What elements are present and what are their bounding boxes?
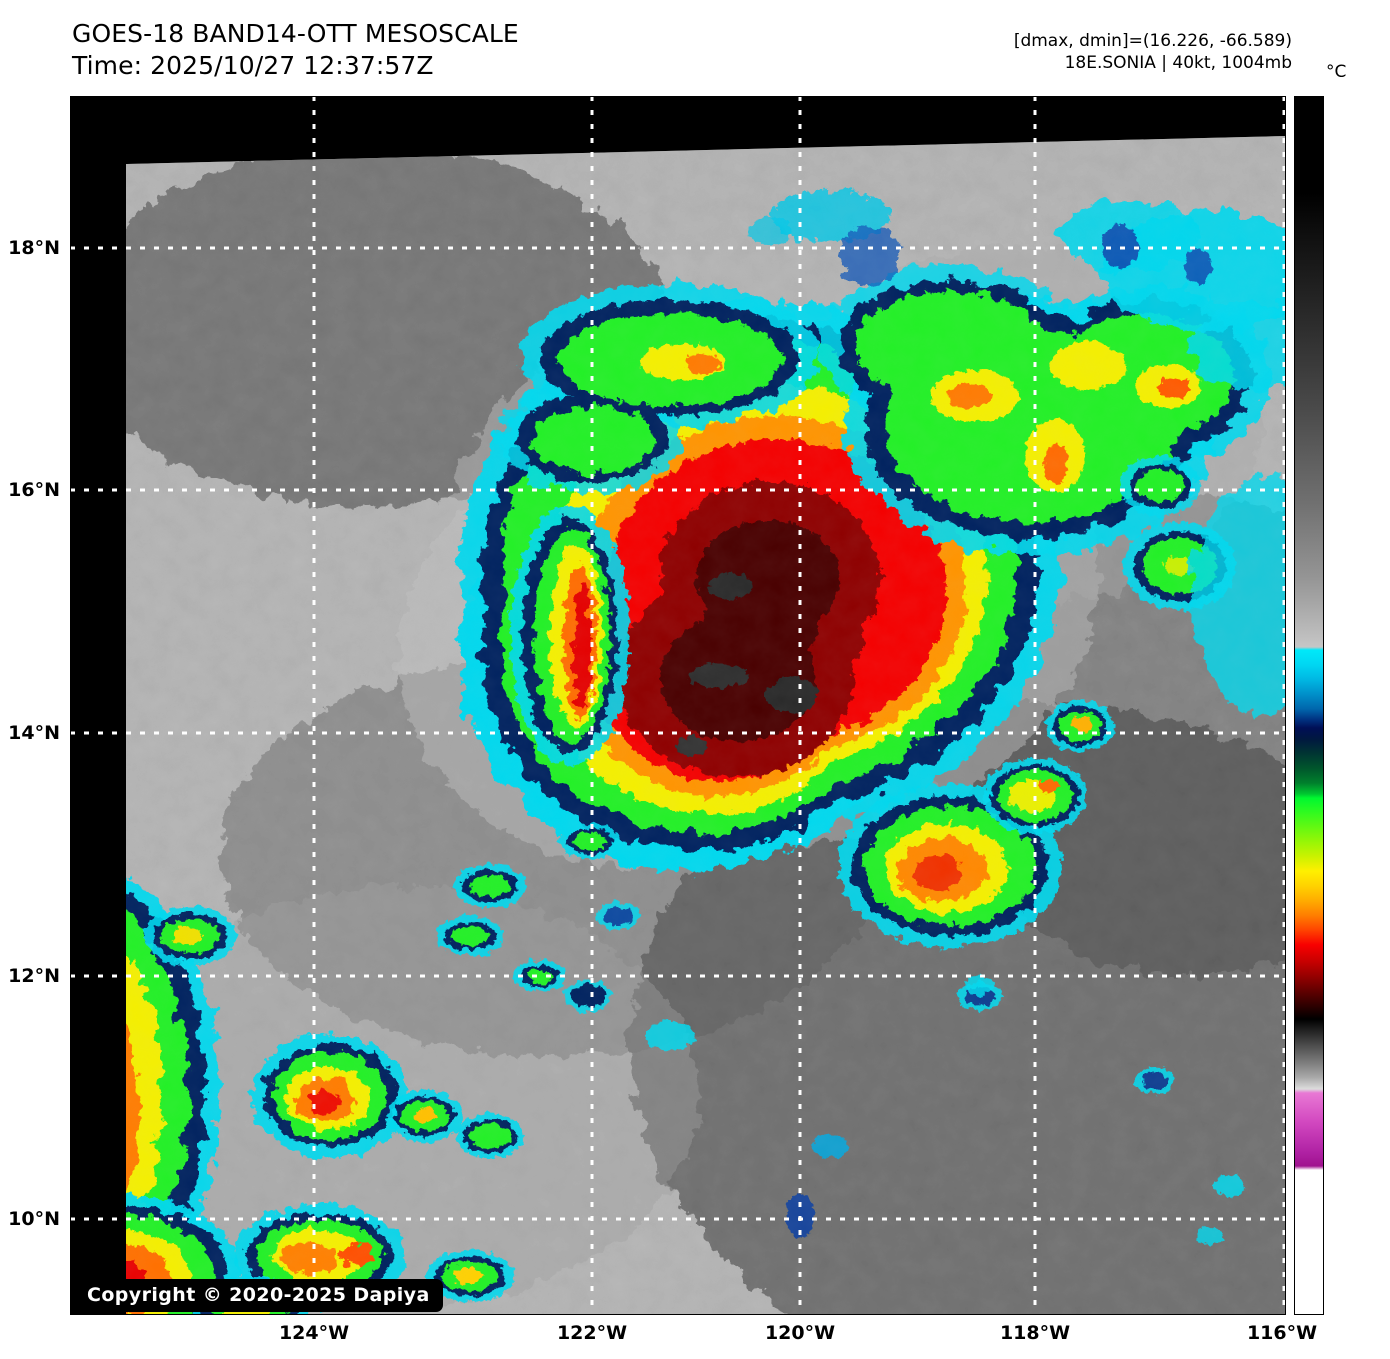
- satellite-swath: [126, 136, 1286, 1315]
- colorbar-gradient: [1294, 96, 1324, 1315]
- xtick-label: 116°W: [1246, 1322, 1318, 1344]
- colorbar-segment: [1295, 97, 1323, 193]
- colorbar-segment: [1295, 709, 1323, 721]
- page-title: GOES-18 BAND14-OTT MESOSCALE: [72, 19, 519, 48]
- ytick-label: 12°N: [8, 965, 60, 987]
- colorbar-segment: [1295, 812, 1323, 828]
- colorbar-segment: [1295, 793, 1323, 798]
- colorbar-unit-label: °C: [1326, 62, 1347, 82]
- colorbar-segment: [1295, 945, 1323, 960]
- timestamp-label: Time: 2025/10/27 12:37:57Z: [72, 51, 434, 80]
- colorbar-segment: [1295, 502, 1323, 540]
- colorbar-segment: [1295, 369, 1323, 415]
- colorbar-segment: [1295, 720, 1323, 728]
- colorbar-segment: [1295, 915, 1323, 931]
- colorbar-segment: [1295, 694, 1323, 710]
- colorbar-segment: [1295, 1092, 1323, 1123]
- colorbar-segment: [1295, 827, 1323, 842]
- dmax-dmin-label: [dmax, dmin]=(16.226, -66.589): [1013, 31, 1292, 51]
- colorbar-segment: [1295, 959, 1323, 975]
- copyright-badge: Copyright © 2020-2025 Dapiya: [74, 1279, 443, 1312]
- colorbar-segment: [1295, 664, 1323, 680]
- storm-info-label: 18E.SONIA | 40kt, 1004mb: [1064, 53, 1292, 74]
- colorbar-segment: [1295, 1063, 1323, 1078]
- colorbar-segment: [1295, 1088, 1323, 1093]
- colorbar-segment: [1295, 628, 1323, 648]
- colorbar-segment: [1295, 797, 1323, 813]
- colorbar-segment: [1295, 1170, 1323, 1314]
- colorbar-segment: [1295, 539, 1323, 577]
- colorbar-segment: [1295, 458, 1323, 503]
- colorbar-segment: [1295, 650, 1323, 665]
- colorbar-segment: [1295, 414, 1323, 459]
- xtick-label: 122°W: [556, 1322, 628, 1344]
- colorbar-segment: [1295, 886, 1323, 901]
- colorbar-segment: [1295, 1166, 1323, 1171]
- colorbar-segment: [1295, 605, 1323, 628]
- title-block: GOES-18 BAND14-OTT MESOSCALE Time: 2025/…: [72, 18, 519, 82]
- colorbar-segment: [1295, 1122, 1323, 1152]
- colorbar-segment: [1295, 856, 1323, 872]
- colorbar-segment: [1295, 930, 1323, 946]
- colorbar-segment: [1295, 1018, 1323, 1034]
- xtick-label: 118°W: [999, 1322, 1071, 1344]
- colorbar-segment: [1295, 841, 1323, 857]
- colorbar-segment: [1295, 738, 1323, 754]
- colorbar-segment: [1295, 782, 1323, 794]
- colorbar-segment: [1295, 1033, 1323, 1049]
- satellite-imagery-canvas: [70, 96, 1286, 1315]
- colorbar-segment: [1295, 281, 1323, 326]
- xtick-label: 120°W: [764, 1322, 836, 1344]
- colorbar-segment: [1295, 989, 1323, 1005]
- colorbar-segment: [1295, 576, 1323, 606]
- colorbar-segment: [1295, 1151, 1323, 1167]
- colorbar[interactable]: [1294, 96, 1324, 1315]
- colorbar-segment: [1295, 768, 1323, 783]
- colorbar-segment: [1295, 974, 1323, 990]
- xtick-label: 124°W: [278, 1322, 350, 1344]
- colorbar-segment: [1295, 1048, 1323, 1064]
- ytick-label: 16°N: [8, 479, 60, 501]
- plot-frame: [70, 96, 1286, 1315]
- colorbar-segment: [1295, 325, 1323, 370]
- colorbar-segment: [1295, 237, 1323, 282]
- colorbar-segment: [1295, 679, 1323, 695]
- colorbar-segment: [1295, 753, 1323, 769]
- satellite-image-plot[interactable]: [70, 96, 1286, 1315]
- ytick-label: 14°N: [8, 722, 60, 744]
- colorbar-segment: [1295, 727, 1323, 739]
- colorbar-segment: [1295, 900, 1323, 916]
- colorbar-segment: [1295, 1077, 1323, 1089]
- ytick-label: 10°N: [8, 1208, 60, 1230]
- ytick-label: 18°N: [8, 237, 60, 259]
- metadata-block: [dmax, dmin]=(16.226, -66.589) 18E.SONIA…: [1014, 30, 1292, 74]
- colorbar-segment: [1295, 871, 1323, 887]
- colorbar-segment: [1295, 192, 1323, 238]
- colorbar-segment: [1295, 647, 1323, 651]
- colorbar-segment: [1295, 1004, 1323, 1019]
